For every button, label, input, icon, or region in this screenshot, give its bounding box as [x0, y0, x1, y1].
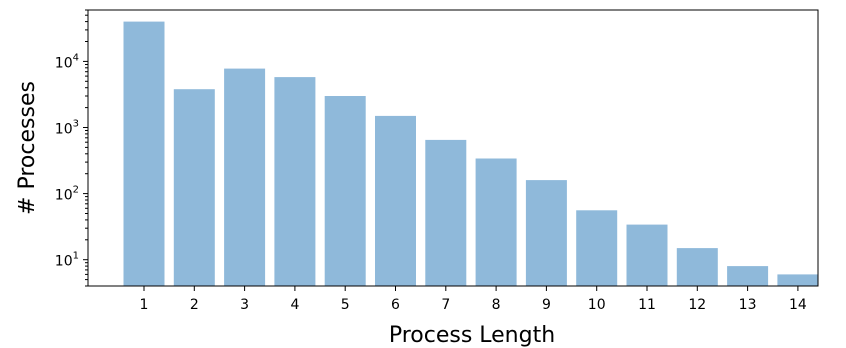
y-tick-label: 104 [55, 52, 79, 71]
bar-1 [123, 21, 165, 286]
y-axis-ticks: 101 102 103 104 [55, 9, 88, 287]
bar-8 [475, 158, 517, 286]
x-tick-label: 8 [492, 297, 501, 313]
x-tick-label: 2 [190, 297, 199, 313]
bar-6 [375, 115, 416, 287]
bar-9 [525, 180, 567, 286]
x-tick-label: 6 [391, 297, 400, 313]
y-tick-label: 101 [55, 251, 79, 270]
bar-7 [425, 139, 467, 286]
bar-3 [224, 68, 266, 286]
x-axis-title: Process Length [389, 323, 555, 348]
bars-group [123, 21, 819, 287]
bar-2 [173, 89, 215, 286]
x-tick-label: 3 [240, 297, 249, 313]
y-tick-label: 102 [55, 185, 79, 204]
bar-14 [777, 274, 819, 286]
x-tick-label: 9 [542, 297, 551, 313]
bar-13 [727, 266, 769, 286]
x-tick-label: 5 [341, 297, 350, 313]
x-tick-label: 13 [739, 297, 757, 313]
bar-5 [324, 96, 366, 286]
y-axis-title: # Processes [15, 81, 40, 215]
plot-frame [87, 9, 819, 287]
x-tick-label: 4 [290, 297, 299, 313]
bar-10 [576, 210, 618, 286]
x-tick-label: 14 [789, 297, 807, 313]
x-tick-label: 12 [688, 297, 706, 313]
bar-11 [626, 224, 668, 286]
x-tick-label: 1 [140, 297, 149, 313]
x-tick-label: 11 [638, 297, 656, 313]
x-tick-label: 7 [441, 297, 450, 313]
bar-12 [676, 248, 718, 286]
y-tick-label: 103 [55, 119, 79, 138]
x-axis-ticks: 1 2 3 4 5 6 7 8 9 10 11 12 13 14 [140, 286, 807, 313]
bar-4 [274, 77, 316, 286]
x-tick-label: 10 [588, 297, 606, 313]
